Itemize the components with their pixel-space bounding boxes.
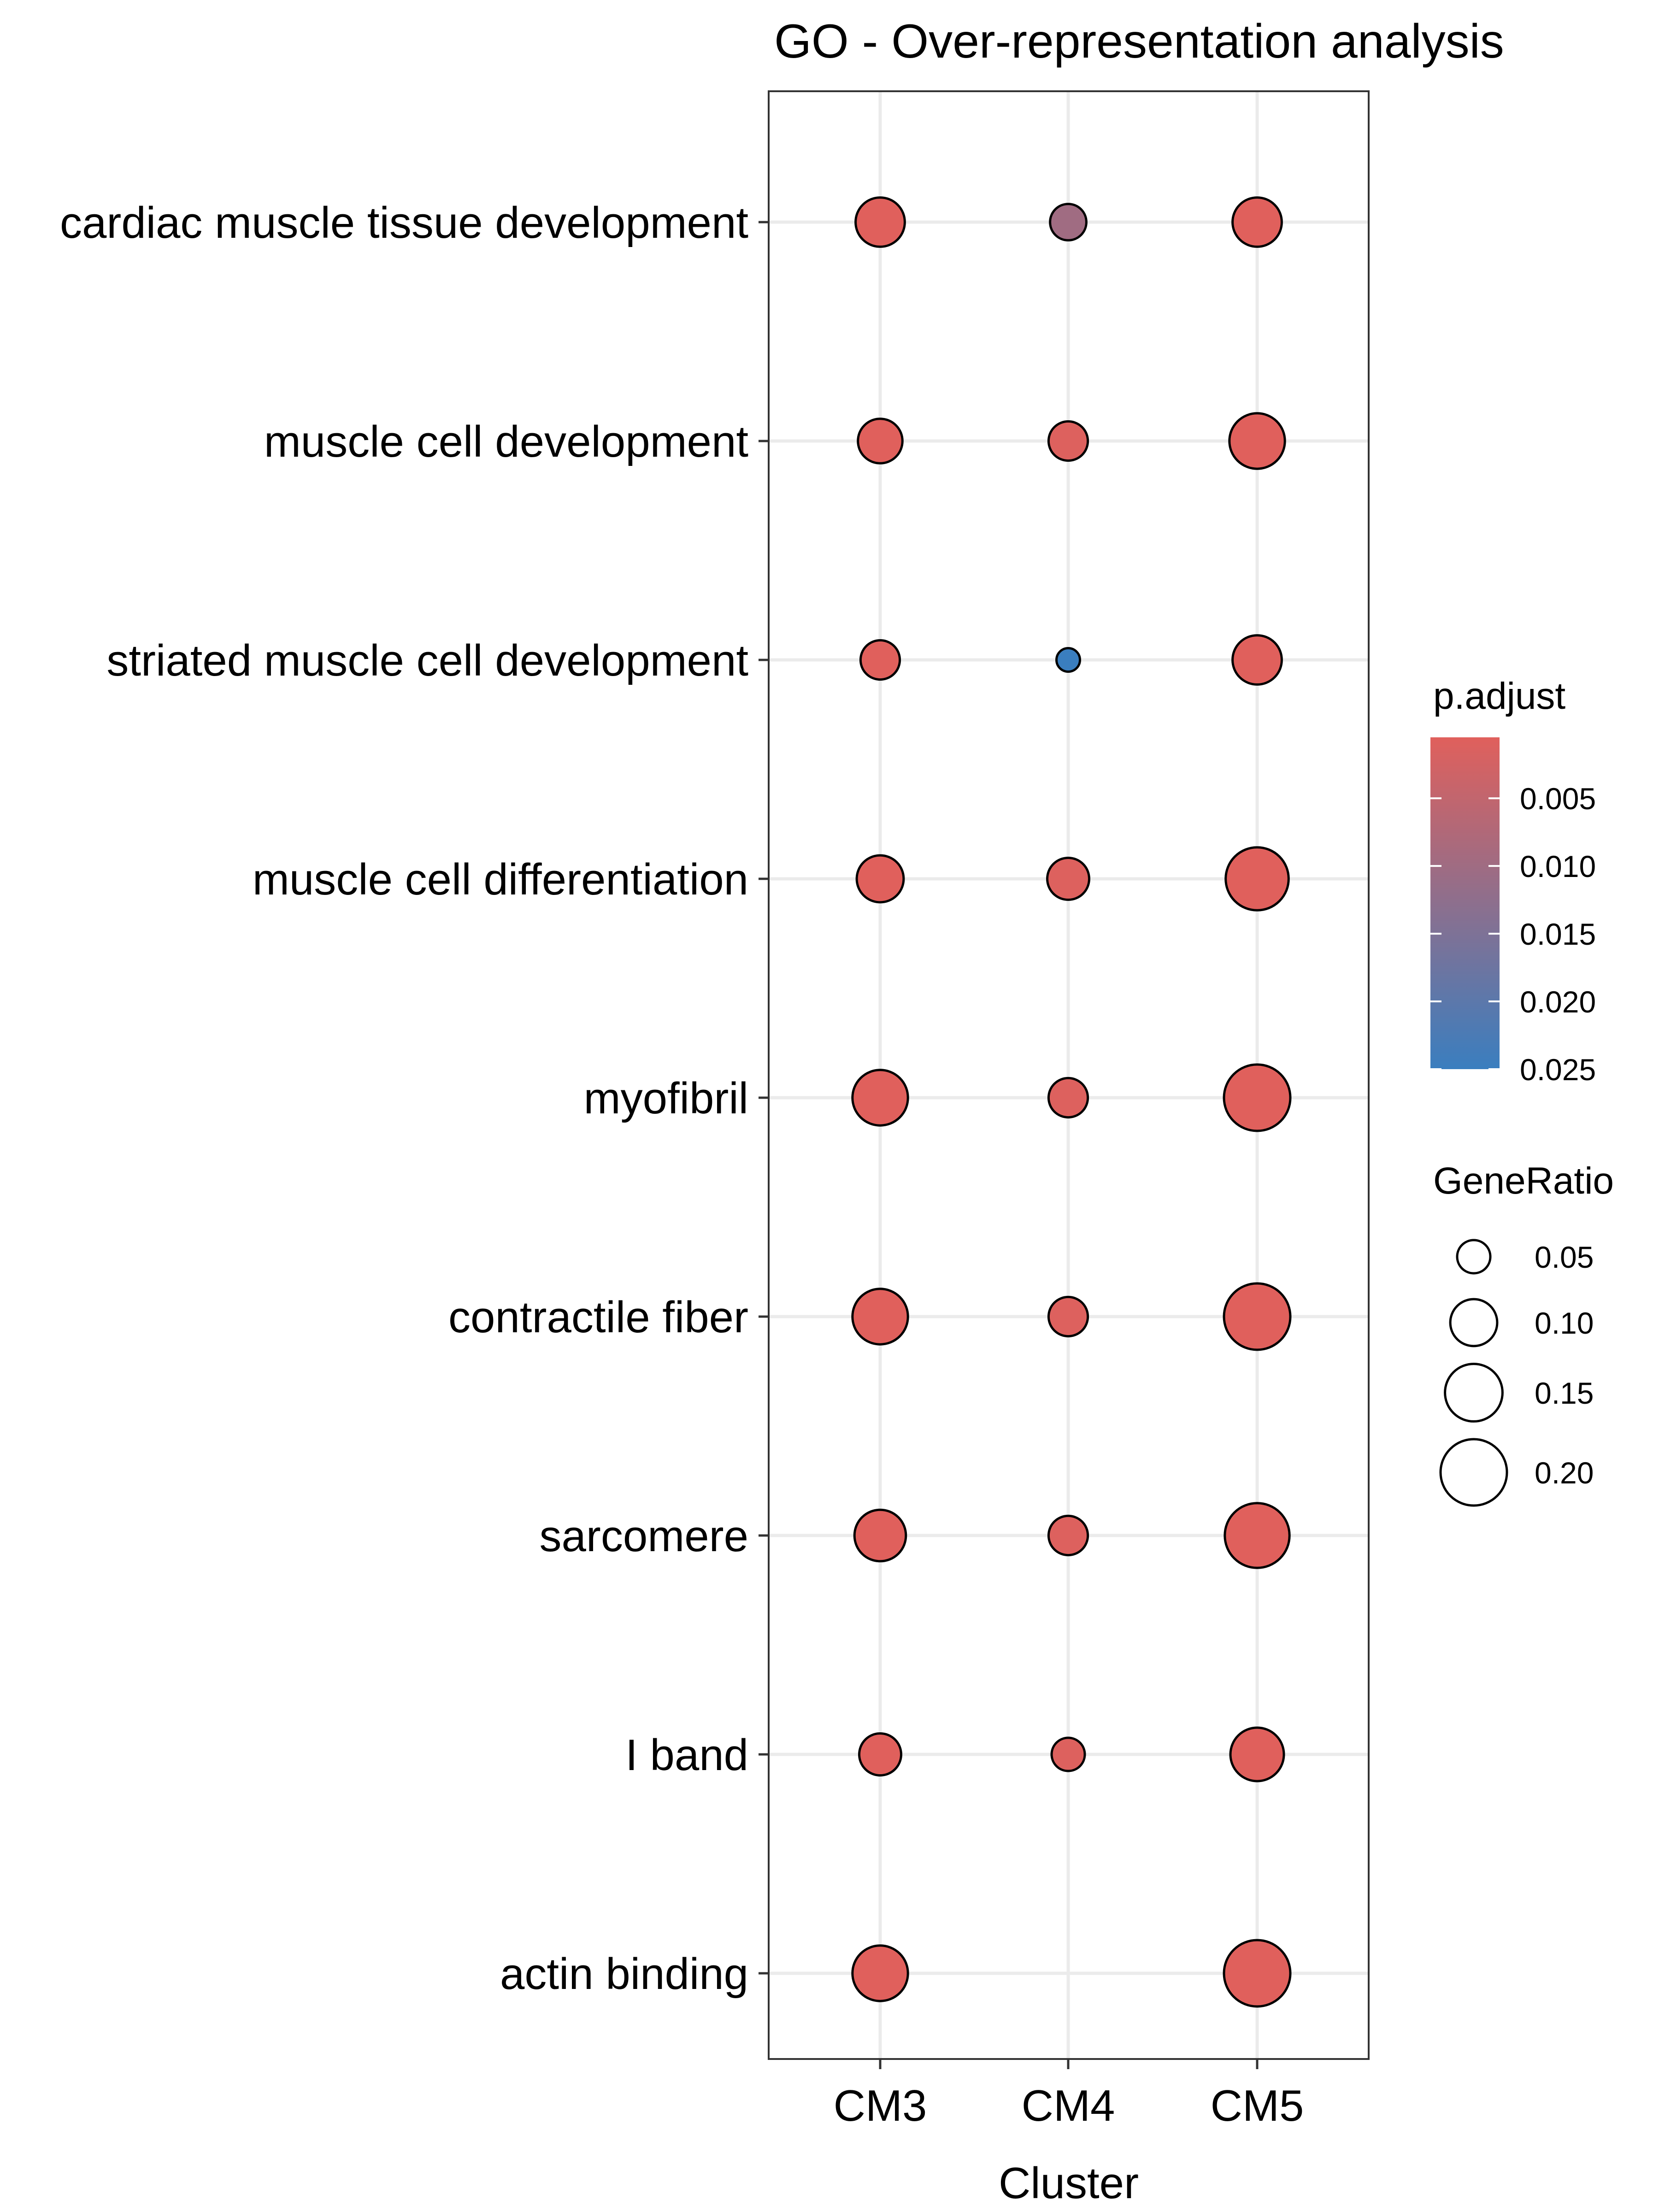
x-tick-label-cm3: CM3 — [834, 2081, 927, 2130]
y-tick-label-contractile-fiber: contractile fiber — [448, 1293, 748, 1342]
color-legend-label: 0.015 — [1520, 917, 1596, 951]
point-muscle-cell-development-cm5 — [1228, 412, 1286, 470]
x-tick-label-cm5: CM5 — [1211, 2081, 1304, 2130]
y-tick-label-muscle-cell-differentiation: muscle cell differentiation — [253, 855, 748, 904]
point-actin-binding-cm3 — [851, 1944, 909, 2002]
y-tick-label-myofibril: myofibril — [584, 1074, 748, 1123]
size-legend-circle — [1456, 1239, 1492, 1275]
size-legend-circle — [1439, 1438, 1508, 1507]
size-legend-circle — [1444, 1363, 1504, 1423]
color-legend-title: p.adjust — [1433, 675, 1565, 717]
data-points — [851, 196, 1292, 2008]
color-legend-label: 0.010 — [1520, 849, 1596, 883]
point-i-band-cm5 — [1229, 1726, 1285, 1783]
point-striated-muscle-cell-development-cm5 — [1231, 634, 1283, 686]
size-legend-items: 0.05 0.10 0.15 0.20 — [1439, 1239, 1594, 1507]
point-myofibril-cm4 — [1047, 1077, 1089, 1119]
x-tick-label-cm4: CM4 — [1022, 2081, 1115, 2130]
point-muscle-cell-differentiation-cm4 — [1046, 857, 1090, 901]
point-myofibril-cm5 — [1223, 1063, 1292, 1132]
y-tick-label-i-band: I band — [625, 1730, 748, 1780]
point-contractile-fiber-cm4 — [1047, 1295, 1089, 1338]
point-i-band-cm3 — [858, 1732, 902, 1777]
point-actin-binding-cm5 — [1223, 1939, 1292, 2008]
point-sarcomere-cm4 — [1047, 1514, 1089, 1557]
color-legend-label: 0.020 — [1520, 985, 1596, 1019]
x-axis: CM3 CM4 CM5 — [834, 2059, 1304, 2130]
chart-title: GO - Over-representation analysis — [774, 15, 1504, 68]
y-tick-label-actin-binding: actin binding — [500, 1949, 748, 1999]
color-bar — [1430, 737, 1500, 1069]
y-tick-label-cardiac-muscle-tissue-development: cardiac muscle tissue development — [60, 198, 748, 247]
size-legend: GeneRatio 0.05 0.10 0.15 0.20 — [1433, 1160, 1614, 1507]
point-myofibril-cm3 — [851, 1069, 909, 1127]
point-cardiac-muscle-tissue-development-cm5 — [1231, 196, 1283, 248]
color-legend: p.adjust 0.005 0.010 0.015 0.020 0.025 — [1430, 675, 1596, 1087]
y-tick-label-striated-muscle-cell-development: striated muscle cell development — [106, 636, 748, 685]
color-bar-ticks: 0.005 0.010 0.015 0.020 0.025 — [1430, 782, 1596, 1087]
point-muscle-cell-development-cm3 — [857, 418, 904, 465]
point-i-band-cm4 — [1050, 1736, 1086, 1772]
size-legend-label: 0.10 — [1535, 1306, 1594, 1340]
point-sarcomere-cm5 — [1224, 1502, 1291, 1569]
size-legend-circle — [1449, 1298, 1499, 1347]
color-legend-label: 0.025 — [1520, 1053, 1596, 1087]
point-cardiac-muscle-tissue-development-cm4 — [1049, 203, 1088, 241]
point-striated-muscle-cell-development-cm4 — [1055, 647, 1081, 673]
point-muscle-cell-differentiation-cm3 — [855, 854, 905, 904]
x-axis-title: Cluster — [999, 2159, 1139, 2208]
y-axis: cardiac muscle tissue development muscle … — [60, 198, 769, 1999]
point-contractile-fiber-cm3 — [851, 1288, 909, 1346]
point-sarcomere-cm3 — [853, 1508, 907, 1563]
point-muscle-cell-differentiation-cm5 — [1224, 846, 1290, 912]
size-legend-label: 0.20 — [1535, 1456, 1594, 1490]
point-striated-muscle-cell-development-cm3 — [859, 639, 901, 681]
size-legend-label: 0.15 — [1535, 1376, 1594, 1410]
y-tick-label-muscle-cell-development: muscle cell development — [264, 417, 748, 466]
color-legend-label: 0.005 — [1520, 782, 1596, 816]
y-tick-label-sarcomere: sarcomere — [540, 1512, 748, 1561]
point-muscle-cell-development-cm4 — [1047, 420, 1089, 462]
size-legend-label: 0.05 — [1535, 1240, 1594, 1274]
point-cardiac-muscle-tissue-development-cm3 — [854, 196, 906, 248]
size-legend-title: GeneRatio — [1433, 1160, 1614, 1202]
point-contractile-fiber-cm5 — [1223, 1282, 1292, 1351]
